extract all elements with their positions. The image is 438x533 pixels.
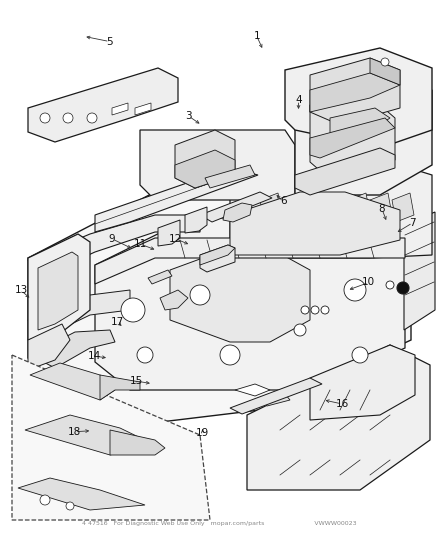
Polygon shape (223, 203, 251, 222)
Polygon shape (112, 103, 128, 115)
Polygon shape (28, 290, 130, 340)
Polygon shape (347, 193, 369, 222)
Polygon shape (110, 430, 165, 455)
Circle shape (40, 113, 50, 123)
Polygon shape (230, 378, 321, 414)
Polygon shape (205, 165, 254, 188)
Polygon shape (30, 363, 115, 400)
Text: 5: 5 (106, 37, 113, 46)
Polygon shape (175, 150, 234, 188)
Polygon shape (294, 90, 431, 195)
Polygon shape (391, 193, 413, 222)
Polygon shape (309, 105, 394, 175)
Circle shape (137, 347, 153, 363)
Circle shape (310, 306, 318, 314)
Text: 18: 18 (68, 427, 81, 437)
Text: 15: 15 (129, 376, 142, 386)
Text: 4 47516   For Diagnostic Web Use Only   mopar.com/parts                         : 4 47516 For Diagnostic Web Use Only mopa… (82, 521, 356, 526)
Polygon shape (135, 103, 151, 115)
Polygon shape (234, 384, 269, 396)
Circle shape (293, 324, 305, 336)
Text: 19: 19 (196, 428, 209, 438)
Text: 8: 8 (378, 204, 385, 214)
Circle shape (87, 113, 97, 123)
Text: 14: 14 (88, 351, 101, 361)
Polygon shape (95, 238, 404, 284)
Polygon shape (28, 68, 177, 142)
Text: 9: 9 (108, 234, 115, 244)
Polygon shape (309, 73, 399, 112)
Polygon shape (200, 245, 234, 272)
Circle shape (351, 347, 367, 363)
Polygon shape (170, 248, 309, 342)
Polygon shape (100, 375, 140, 400)
Polygon shape (159, 290, 187, 310)
Text: 4: 4 (294, 95, 301, 105)
Polygon shape (200, 192, 272, 222)
Polygon shape (309, 58, 399, 125)
Polygon shape (148, 270, 172, 284)
Polygon shape (28, 234, 90, 340)
Circle shape (40, 495, 50, 505)
Polygon shape (259, 193, 281, 222)
Text: 10: 10 (361, 278, 374, 287)
Text: 6: 6 (279, 197, 286, 206)
Text: 11: 11 (134, 239, 147, 249)
Polygon shape (25, 415, 155, 455)
Circle shape (320, 306, 328, 314)
Polygon shape (175, 130, 234, 188)
Polygon shape (95, 168, 258, 232)
Polygon shape (184, 207, 207, 233)
Polygon shape (28, 148, 410, 430)
Text: 17: 17 (111, 318, 124, 327)
Polygon shape (281, 193, 303, 222)
Polygon shape (369, 58, 399, 85)
Polygon shape (261, 394, 290, 406)
Circle shape (396, 282, 408, 294)
Polygon shape (403, 212, 434, 330)
Circle shape (63, 113, 73, 123)
Polygon shape (200, 245, 234, 265)
Polygon shape (369, 193, 391, 222)
Polygon shape (95, 218, 404, 390)
Polygon shape (309, 118, 394, 158)
Text: 3: 3 (185, 111, 192, 121)
Polygon shape (158, 220, 180, 246)
Circle shape (219, 345, 240, 365)
Polygon shape (30, 330, 115, 368)
Polygon shape (230, 192, 399, 255)
Polygon shape (309, 345, 414, 420)
Circle shape (300, 306, 308, 314)
Polygon shape (325, 193, 347, 222)
Polygon shape (28, 215, 200, 278)
Polygon shape (294, 148, 394, 195)
Text: 7: 7 (408, 218, 415, 228)
Polygon shape (329, 108, 389, 138)
Text: 12: 12 (169, 234, 182, 244)
Polygon shape (303, 193, 325, 222)
Polygon shape (18, 478, 145, 510)
Text: 13: 13 (14, 286, 28, 295)
Polygon shape (12, 355, 209, 520)
Circle shape (343, 279, 365, 301)
Polygon shape (247, 345, 429, 490)
Polygon shape (28, 324, 70, 370)
Circle shape (385, 281, 393, 289)
Text: 1: 1 (253, 31, 260, 41)
Polygon shape (284, 48, 431, 148)
Text: 16: 16 (335, 399, 348, 409)
Polygon shape (140, 130, 294, 200)
Polygon shape (230, 148, 431, 258)
Circle shape (190, 285, 209, 305)
Circle shape (121, 298, 145, 322)
Polygon shape (38, 252, 78, 330)
Circle shape (66, 502, 74, 510)
Circle shape (380, 58, 388, 66)
